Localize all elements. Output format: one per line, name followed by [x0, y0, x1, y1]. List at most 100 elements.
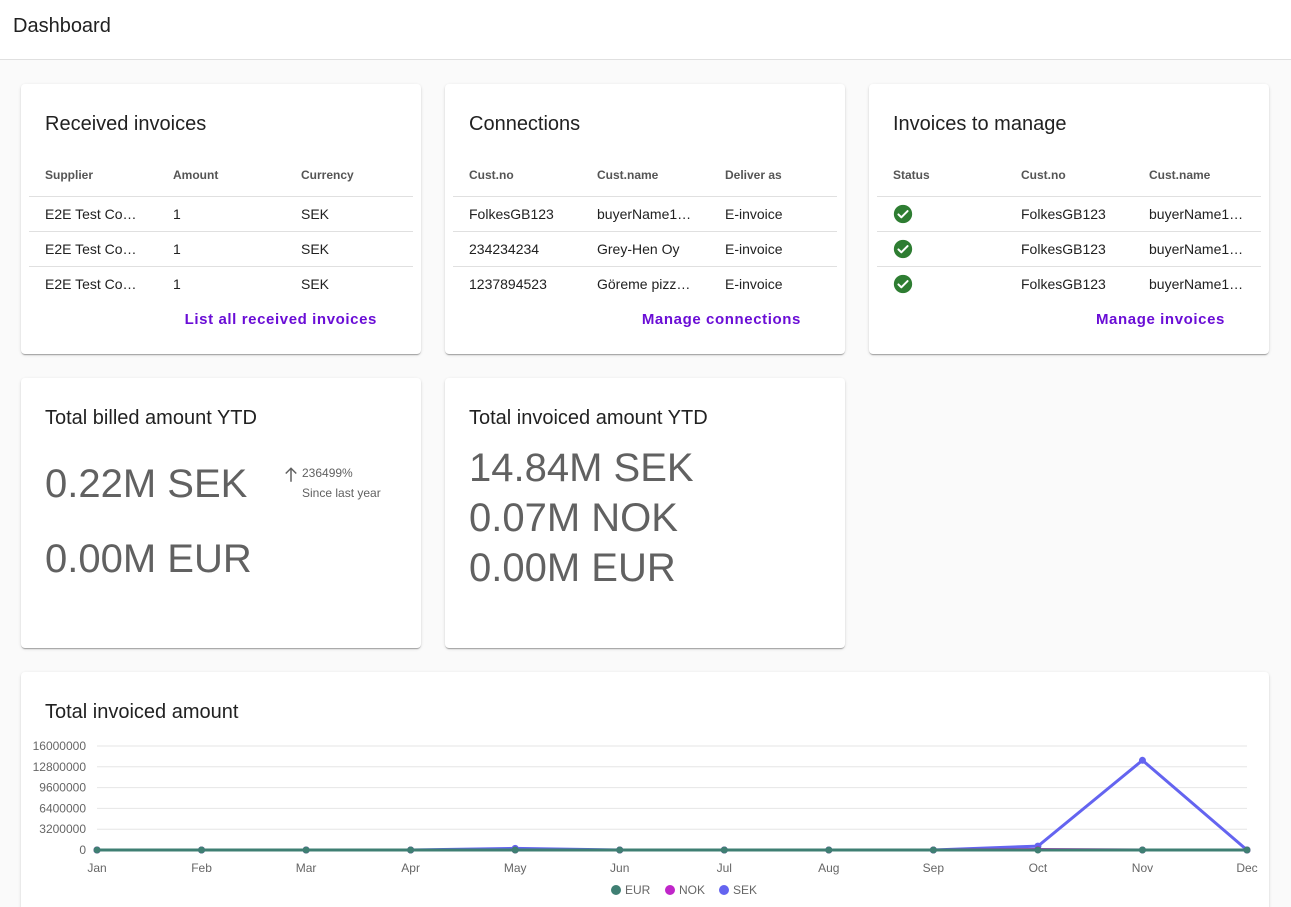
x-tick-label: Jan [87, 861, 106, 875]
manage-invoices-link[interactable]: Manage invoices [1095, 311, 1225, 328]
table-row[interactable]: 1237894523 Göreme pizz… E-invoice [453, 266, 837, 301]
supplier-cell: E2E Test Co… [29, 231, 157, 267]
invoiced-nok-value: 0.07M NOK [469, 496, 678, 540]
connections-card: Connections Cust.no Cust.name Deliver as… [445, 84, 845, 354]
billed-sek-value: 0.22M SEK [45, 462, 248, 506]
supplier-cell: E2E Test Co… [45, 275, 137, 292]
chart-title: Total invoiced amount [45, 701, 239, 723]
x-tick-label: Sep [923, 861, 945, 875]
x-tick-label: Jun [610, 861, 629, 875]
top-app-bar: Dashboard [0, 0, 1291, 60]
data-point [825, 846, 833, 854]
received-invoices-table: Supplier Amount Currency E2E Test Co… 1 … [29, 154, 413, 301]
data-point [302, 846, 310, 854]
y-tick-label: 0 [79, 843, 86, 857]
legend-marker [719, 885, 729, 895]
column-header: Cust.no [1005, 154, 1133, 197]
cust-no-cell: 234234234 [453, 231, 581, 267]
column-header: Currency [285, 154, 413, 197]
table-header-row: Status Cust.no Cust.name [877, 154, 1261, 197]
cust-no-cell: FolkesGB123 [1005, 231, 1133, 267]
table-row[interactable]: FolkesGB123 buyerName1… E-invoice [453, 196, 837, 232]
cust-name-cell: Grey-Hen Oy [581, 231, 709, 267]
invoices-to-manage-card: Invoices to manage Status Cust.no Cust.n… [869, 84, 1269, 354]
table-row[interactable]: E2E Test Co… 1 SEK [29, 231, 413, 267]
x-tick-label: May [504, 861, 527, 875]
invoices-to-manage-table: Status Cust.no Cust.name FolkesGB123 buy… [877, 154, 1261, 301]
y-tick-label: 9600000 [39, 781, 86, 795]
x-tick-label: Aug [818, 861, 839, 875]
cust-name-cell: Göreme pizz… [597, 275, 691, 292]
y-tick-label: 12800000 [33, 760, 87, 774]
data-point [93, 846, 101, 854]
connections-table: Cust.no Cust.name Deliver as FolkesGB123… [453, 154, 837, 301]
currency-cell: SEK [285, 196, 413, 232]
table-row[interactable]: E2E Test Co… 1 SEK [29, 266, 413, 301]
legend-label: NOK [679, 883, 705, 897]
list-all-received-invoices-link[interactable]: List all received invoices [184, 311, 377, 328]
legend-marker [611, 885, 621, 895]
data-point [616, 846, 624, 854]
x-tick-label: Dec [1236, 861, 1257, 875]
legend-label: EUR [625, 883, 651, 897]
column-header: Cust.name [581, 154, 709, 197]
check-circle-icon [893, 239, 913, 258]
cust-name-cell: buyerName1… [1149, 275, 1244, 292]
table-row[interactable]: FolkesGB123 buyerName1… [877, 266, 1261, 301]
table-row[interactable]: 234234234 Grey-Hen Oy E-invoice [453, 231, 837, 267]
currency-cell: SEK [301, 275, 330, 292]
card-title: Received invoices [45, 113, 207, 135]
invoiced-eur-value: 0.00M EUR [469, 546, 676, 590]
status-cell [877, 231, 1005, 267]
data-point [1034, 846, 1042, 854]
card-title: Total invoiced amount YTD [469, 407, 708, 429]
cust-no-cell: FolkesGB123 [1021, 275, 1106, 292]
data-point [511, 846, 519, 854]
arrow-up-icon [285, 467, 297, 482]
card-title: Invoices to manage [893, 113, 1067, 135]
y-tick-label: 16000000 [33, 739, 87, 753]
column-header: Supplier [29, 154, 157, 197]
cust-name-cell: buyerName1… [1133, 196, 1261, 232]
amount-cell: 1 [157, 196, 285, 232]
total-invoiced-chart-card: Total invoiced amount 16000000 12800000 96… [21, 672, 1269, 907]
column-header: Cust.name [1133, 154, 1261, 197]
deliver-as-cell: E-invoice [709, 196, 837, 232]
deliver-as-cell: E-invoice [725, 275, 783, 292]
x-tick-label: Mar [296, 861, 317, 875]
column-header: Amount [157, 154, 285, 197]
y-tick-label: 6400000 [39, 801, 86, 815]
amount-cell: 1 [173, 275, 181, 292]
cust-no-cell: FolkesGB123 [1005, 196, 1133, 232]
legend-label: SEK [733, 883, 757, 897]
x-tick-label: Oct [1029, 861, 1048, 875]
table-row[interactable]: FolkesGB123 buyerName1… [877, 196, 1261, 232]
trend-percent: 236499% [302, 466, 353, 480]
trend-label: Since last year [302, 486, 381, 500]
data-point [1138, 756, 1146, 764]
table-row[interactable]: E2E Test Co… 1 SEK [29, 196, 413, 232]
currency-cell: SEK [285, 231, 413, 267]
deliver-as-cell: E-invoice [709, 231, 837, 267]
legend-marker [665, 885, 675, 895]
total-invoiced-card: Total invoiced amount YTD 14.84M SEK 0.0… [445, 378, 845, 648]
card-title: Total billed amount YTD [45, 407, 257, 429]
manage-connections-link[interactable]: Manage connections [641, 311, 801, 328]
column-header: Cust.no [453, 154, 581, 197]
data-point [1138, 846, 1146, 854]
card-title: Connections [469, 113, 581, 135]
data-point [720, 846, 728, 854]
cust-no-cell: FolkesGB123 [453, 196, 581, 232]
data-point [1243, 846, 1251, 854]
status-cell [877, 266, 1005, 301]
check-circle-icon [893, 204, 913, 223]
total-billed-card: Total billed amount YTD 0.22M SEK 0.00M … [21, 378, 421, 648]
data-point [407, 846, 415, 854]
received-invoices-card: Received invoices Supplier Amount Curren… [21, 84, 421, 354]
table-row[interactable]: FolkesGB123 buyerName1… [877, 231, 1261, 267]
column-header: Deliver as [709, 154, 837, 197]
invoiced-sek-value: 14.84M SEK [469, 446, 694, 490]
cust-no-cell: 1237894523 [469, 275, 547, 292]
amount-cell: 1 [157, 231, 285, 267]
series-line [97, 758, 1248, 852]
